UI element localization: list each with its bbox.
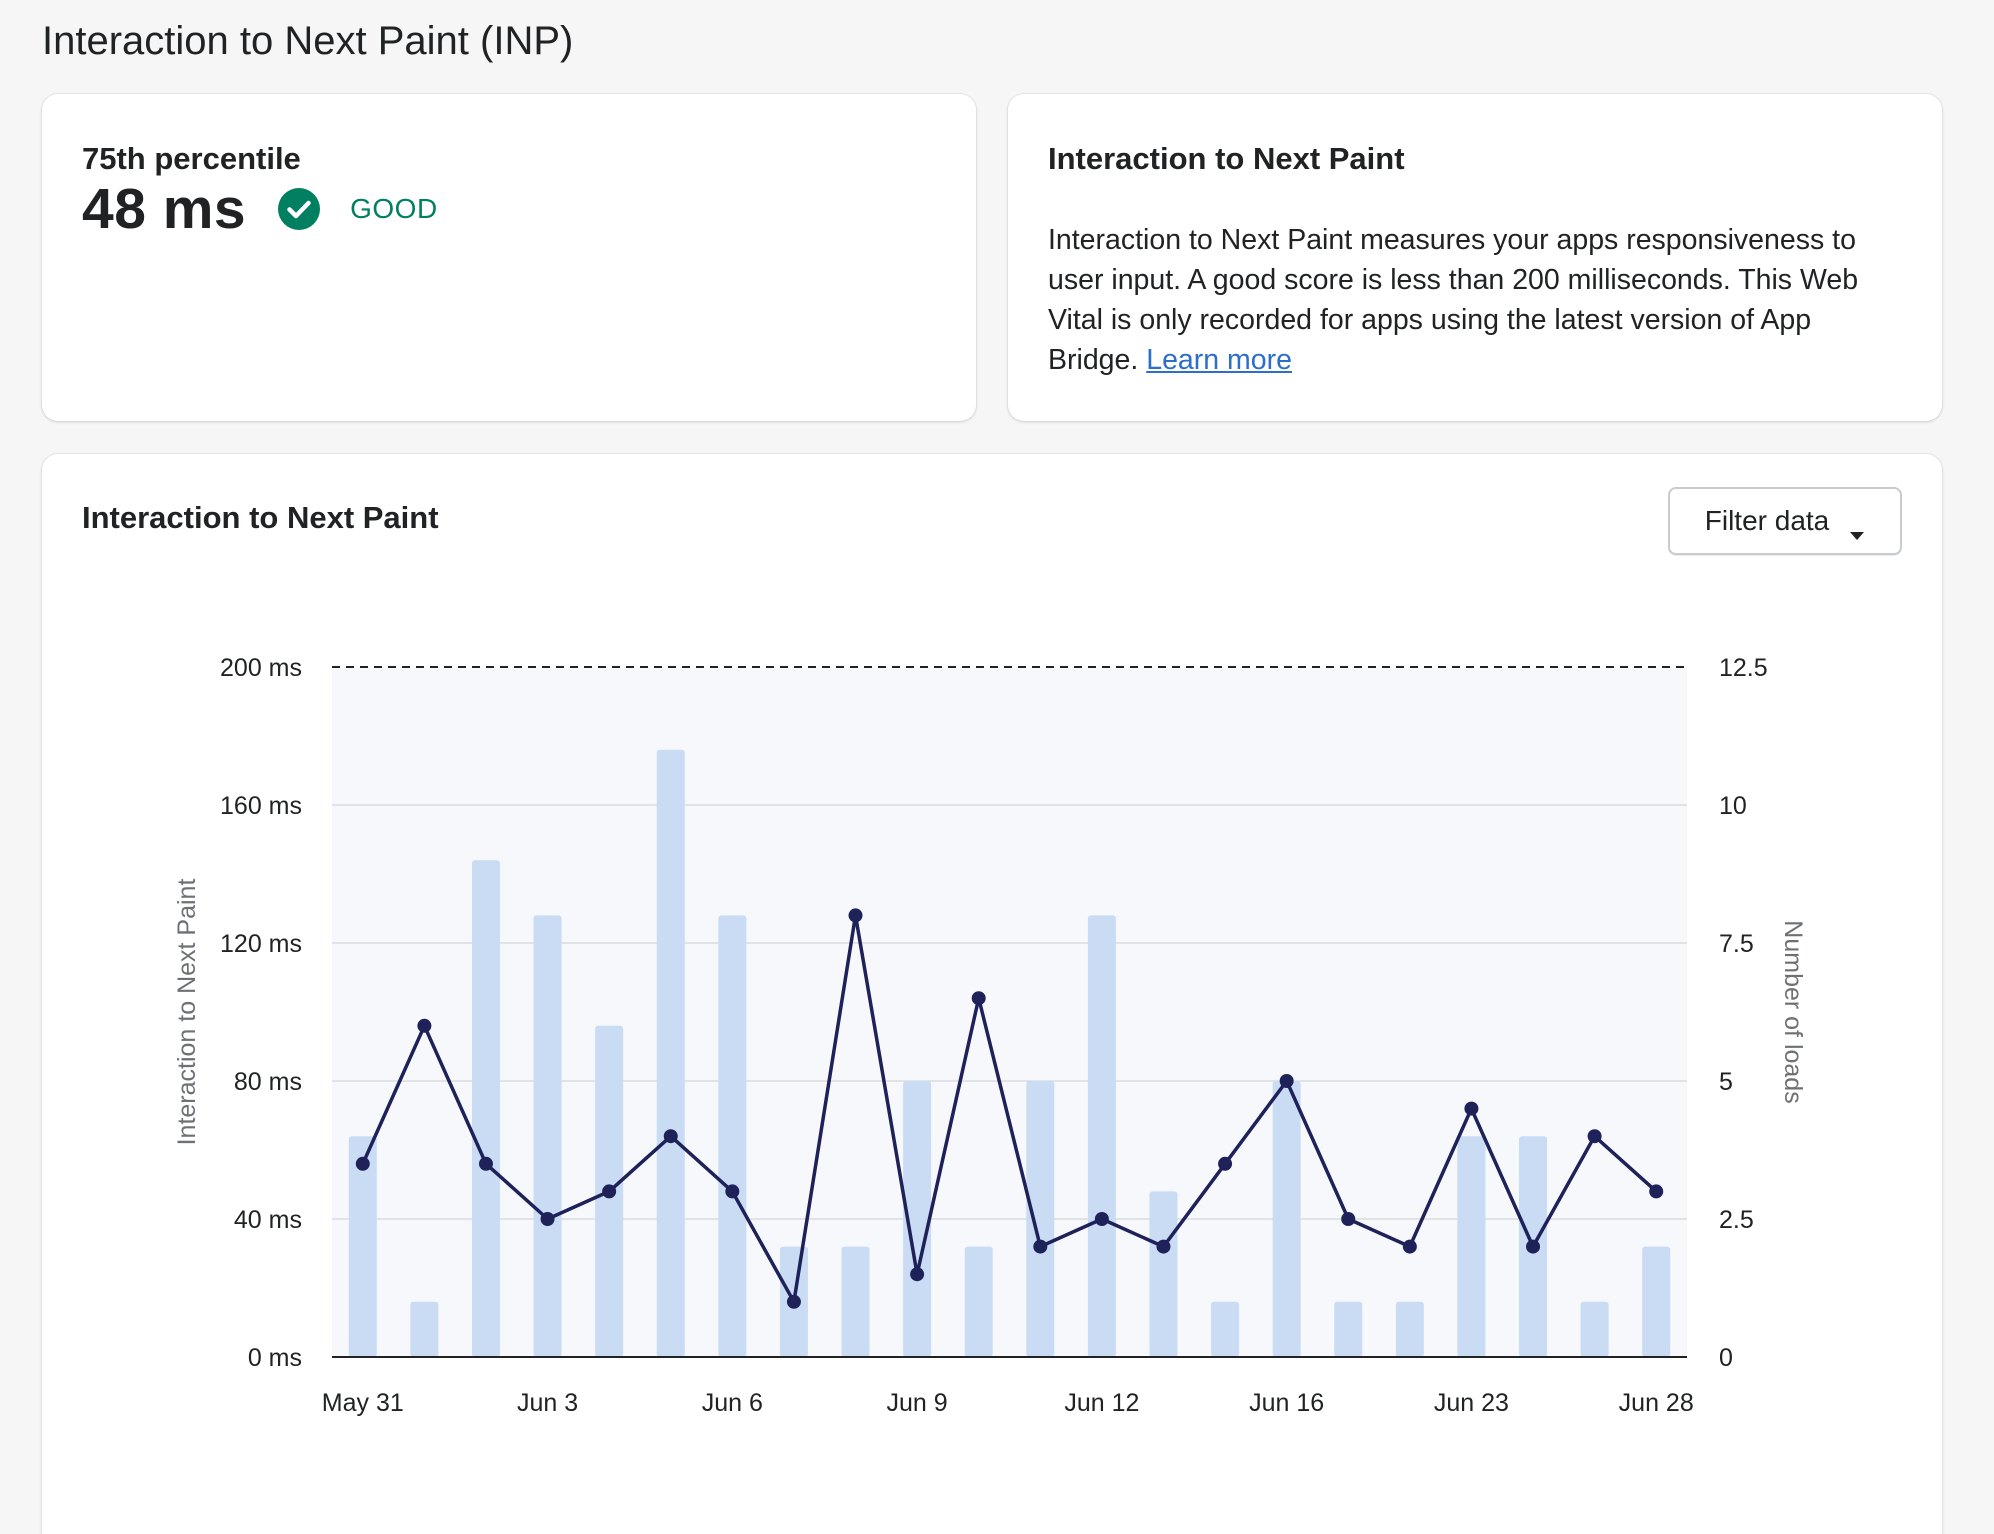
chart-card: Interaction to Next Paint Filter data 0 … xyxy=(42,454,1942,1534)
x-tick-label: Jun 12 xyxy=(1064,1389,1139,1417)
load-count-bar xyxy=(1334,1301,1363,1357)
info-heading: Interaction to Next Paint xyxy=(1048,141,1405,176)
page-title: Interaction to Next Paint (INP) xyxy=(42,19,574,63)
y-tick-label: 0 ms xyxy=(248,1344,302,1372)
learn-more-link[interactable]: Learn more xyxy=(1146,344,1292,376)
load-count-bar xyxy=(410,1301,439,1357)
load-count-bar xyxy=(1395,1301,1424,1357)
load-count-bar xyxy=(718,915,747,1357)
load-count-bar xyxy=(1272,1081,1301,1357)
load-count-bar xyxy=(1211,1301,1240,1357)
filter-data-label: Filter data xyxy=(1704,505,1830,536)
y-tick-label: 200 ms xyxy=(220,654,302,682)
info-card: Interaction to Next Paint Interaction to… xyxy=(1008,94,1942,421)
chart-heading: Interaction to Next Paint xyxy=(82,500,439,535)
load-count-bar xyxy=(533,915,562,1357)
inp-point xyxy=(1526,1239,1541,1254)
inp-point xyxy=(355,1156,370,1171)
y2-tick-label: 0 xyxy=(1719,1344,1733,1372)
inp-point xyxy=(848,908,863,923)
inp-line xyxy=(361,913,1658,1304)
y-axis-title: Interaction to Next Paint xyxy=(173,879,201,1146)
percentile-card: 75th percentile 48 ms GOOD xyxy=(42,94,976,421)
y2-tick-label: 12.5 xyxy=(1719,654,1768,682)
x-tick-label: Jun 3 xyxy=(517,1389,578,1417)
inp-point xyxy=(602,1184,617,1199)
load-count-bar xyxy=(1457,1136,1486,1357)
metric-value: 48 ms xyxy=(82,177,247,241)
x-tick-label: Jun 9 xyxy=(887,1389,948,1417)
x-tick-label: Jun 16 xyxy=(1249,1389,1324,1417)
inp-point xyxy=(1094,1212,1109,1226)
inp-point xyxy=(910,1267,925,1282)
y2-axis-title: Number of loads xyxy=(1779,920,1807,1103)
inp-point xyxy=(786,1294,801,1309)
load-count-bar xyxy=(964,1246,993,1357)
inp-chart: 0 ms 0 40 ms 2.5 80 ms 5 120 ms 7.5 160 ms 10 200 … xyxy=(173,654,1807,1417)
info-description: Interaction to Next Paint measures your … xyxy=(1048,220,1898,380)
x-tick-label: Jun 6 xyxy=(702,1389,763,1417)
load-count-bar xyxy=(1642,1246,1671,1357)
y-tick-label: 120 ms xyxy=(220,930,302,958)
inp-point xyxy=(540,1212,555,1226)
inp-point xyxy=(478,1156,493,1171)
load-count-bar xyxy=(903,1081,932,1357)
inp-point xyxy=(971,991,986,1006)
load-count-bar xyxy=(348,1136,377,1357)
inp-point xyxy=(1218,1156,1233,1171)
x-tick-label: May 31 xyxy=(322,1389,404,1417)
percentile-heading: 75th percentile xyxy=(82,141,301,176)
inp-point xyxy=(1649,1184,1664,1199)
load-count-bar xyxy=(1026,1081,1055,1357)
y-tick-label: 80 ms xyxy=(234,1068,302,1096)
load-count-bar xyxy=(841,1246,870,1357)
x-tick-label: Jun 23 xyxy=(1434,1389,1509,1417)
load-count-bar xyxy=(1580,1301,1609,1357)
y-tick-label: 160 ms xyxy=(220,792,302,820)
load-count-bar xyxy=(656,749,685,1357)
filter-data-button[interactable]: Filter data xyxy=(1668,487,1902,555)
inp-point xyxy=(1587,1129,1602,1144)
x-tick-label: Jun 28 xyxy=(1619,1389,1694,1417)
load-count-bar xyxy=(471,860,500,1357)
y-tick-label: 40 ms xyxy=(234,1206,302,1234)
y2-tick-label: 5 xyxy=(1719,1068,1733,1096)
inp-point xyxy=(1402,1239,1417,1254)
load-count-bar xyxy=(1149,1191,1178,1357)
inp-point xyxy=(1341,1212,1356,1226)
inp-point xyxy=(1156,1239,1171,1254)
inp-point xyxy=(1464,1101,1479,1116)
check-circle-icon xyxy=(278,188,321,230)
y2-tick-label: 7.5 xyxy=(1719,930,1754,958)
inp-point xyxy=(1279,1074,1294,1088)
load-count-bar xyxy=(1087,915,1116,1357)
inp-point xyxy=(1033,1239,1048,1254)
caret-down-icon xyxy=(1849,516,1865,540)
info-body: Interaction to Next Paint measures your … xyxy=(1048,224,1859,376)
inp-point xyxy=(663,1129,678,1144)
inp-point xyxy=(417,1018,432,1033)
y2-tick-label: 10 xyxy=(1719,792,1747,820)
status-badge: GOOD xyxy=(350,193,438,224)
y2-tick-label: 2.5 xyxy=(1719,1206,1754,1234)
metric-row: 48 ms GOOD xyxy=(82,169,438,249)
inp-point xyxy=(725,1184,740,1199)
